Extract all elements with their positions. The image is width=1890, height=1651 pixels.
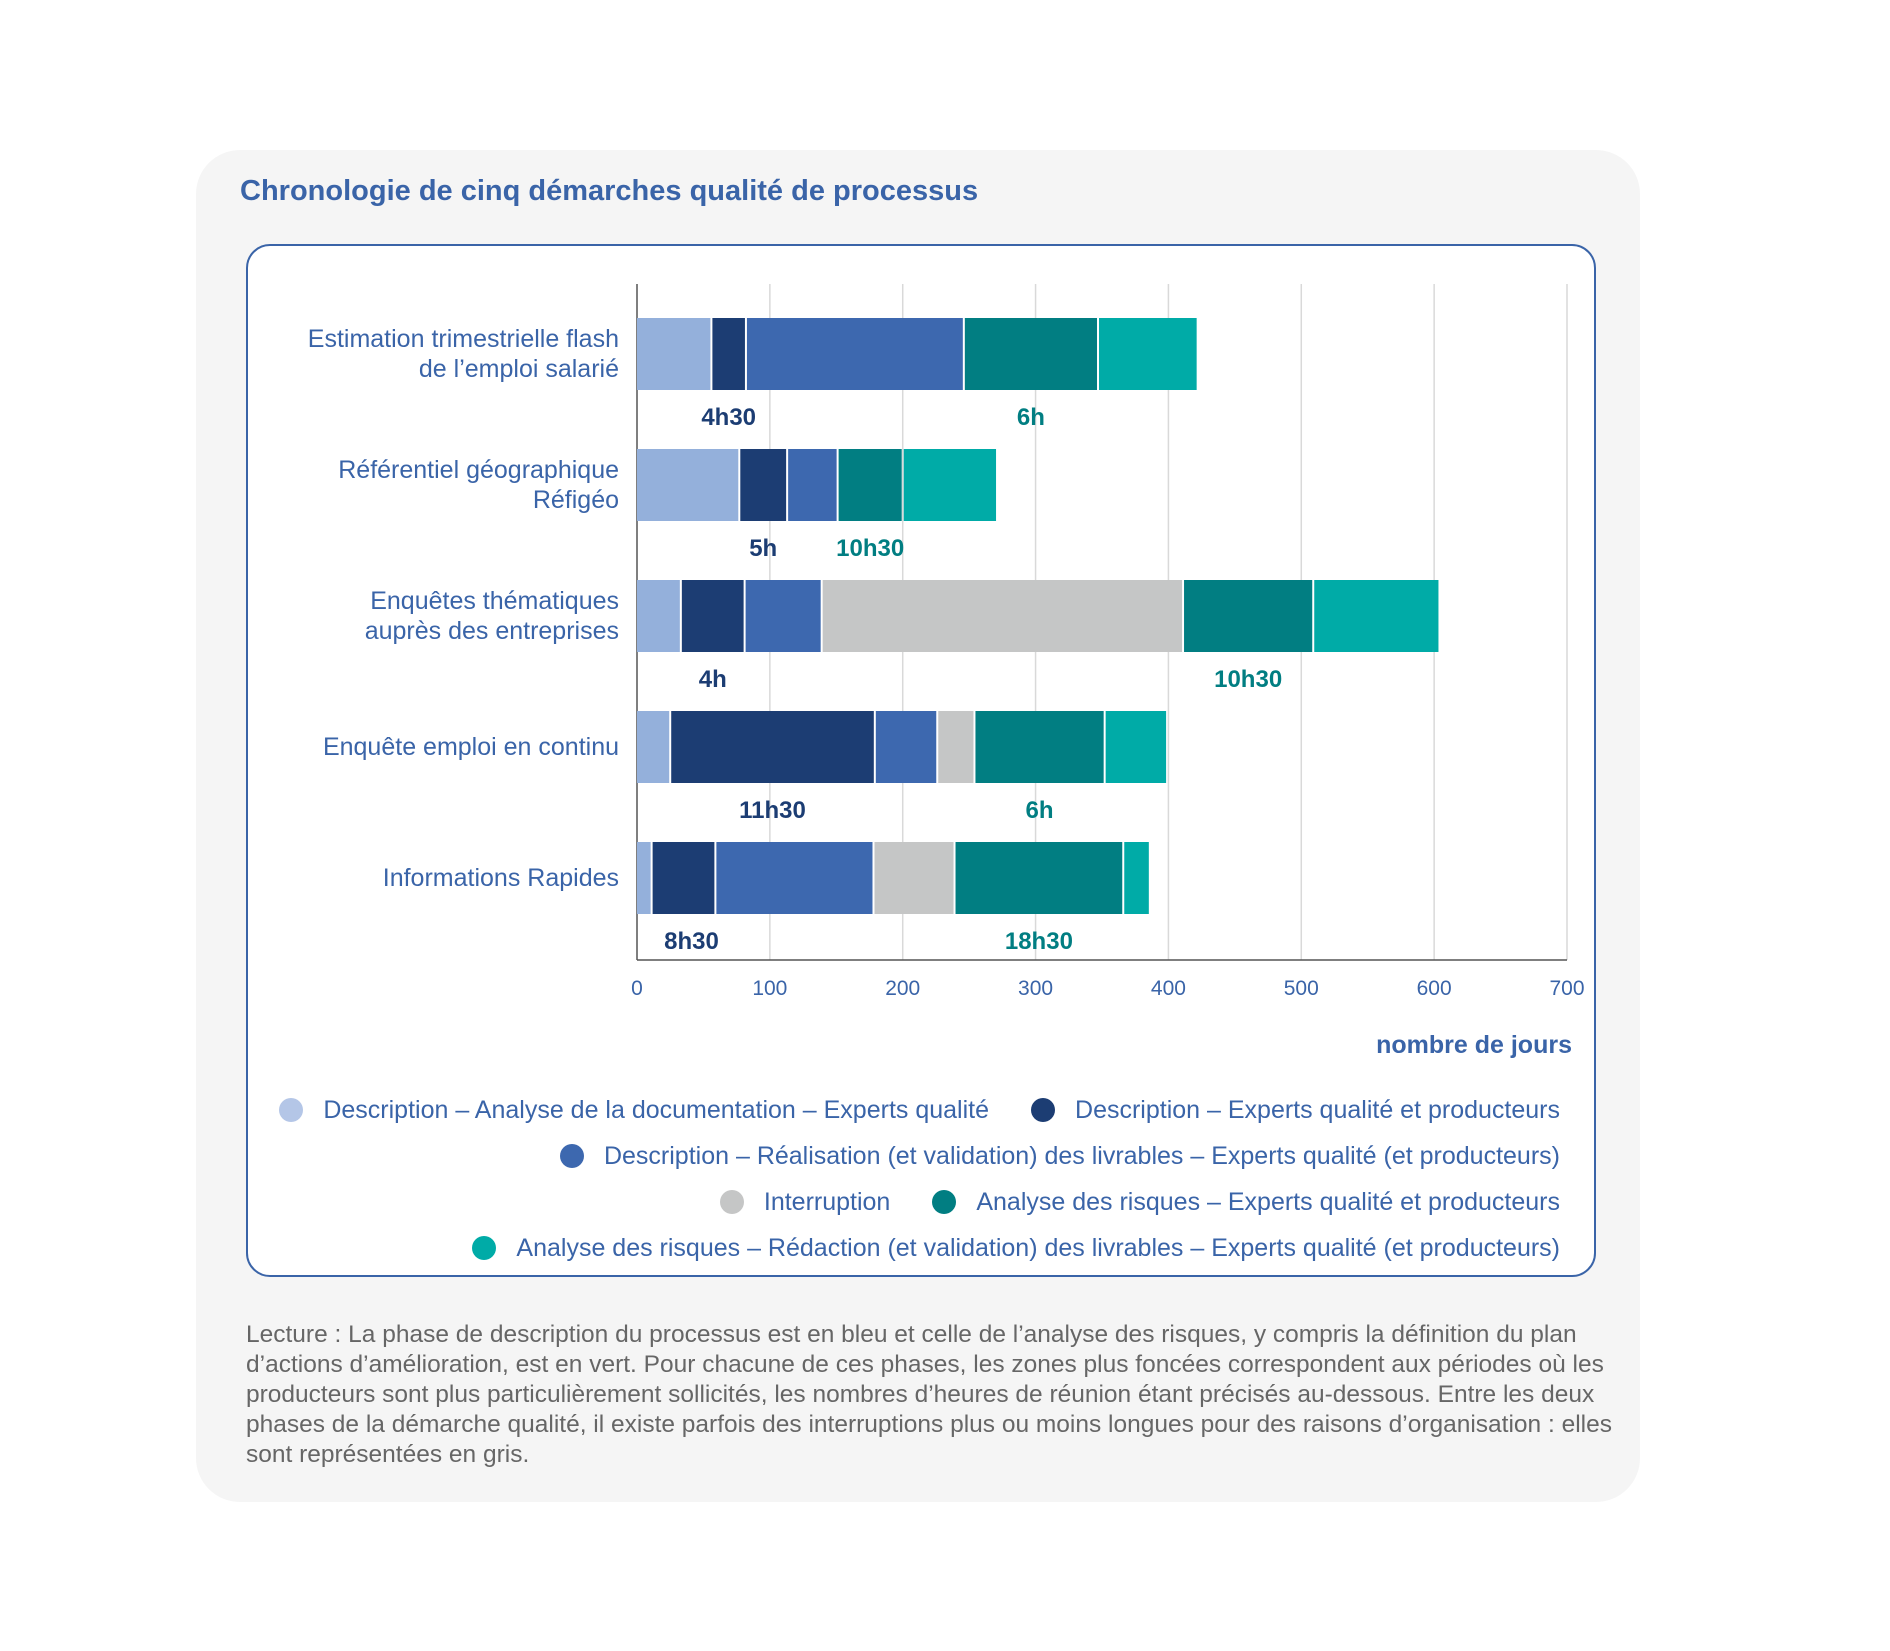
- meeting-hours-analysis: 10h30: [1214, 666, 1282, 693]
- meeting-hours-description: 8h30: [664, 928, 719, 955]
- x-tick-label: 0: [631, 977, 643, 1000]
- bar-segment: [822, 580, 1183, 652]
- bar-segment: [1184, 580, 1313, 652]
- x-tick-label: 600: [1417, 977, 1452, 1000]
- legend-swatch: [1031, 1098, 1056, 1122]
- x-tick-label: 500: [1284, 977, 1319, 1000]
- meeting-hours-analysis: 10h30: [836, 535, 904, 562]
- bar-segment: [875, 711, 937, 783]
- legend-item: Description – Experts qualité et product…: [1031, 1095, 1560, 1125]
- bar-segment: [1124, 842, 1149, 914]
- bar-segment: [637, 580, 680, 652]
- category-label: auprès des entreprises: [365, 617, 619, 645]
- legend-label: Analyse des risques – Experts qualité et…: [976, 1188, 1560, 1216]
- bar-segment: [637, 449, 739, 521]
- x-tick-label: 200: [885, 977, 920, 1000]
- meeting-hours-analysis: 6h: [1017, 404, 1045, 431]
- meeting-hours-analysis: 6h: [1026, 797, 1054, 824]
- bar-segment: [903, 449, 997, 521]
- bar-segment: [975, 711, 1104, 783]
- bar-segment: [671, 711, 874, 783]
- bar-segment: [745, 580, 821, 652]
- bar-segment: [788, 449, 837, 521]
- bar-segment: [740, 449, 787, 521]
- bar-segment: [652, 842, 715, 914]
- bar-segment: [681, 580, 744, 652]
- bar-segment: [637, 842, 651, 914]
- meeting-hours-analysis: 18h30: [1005, 928, 1073, 955]
- category-label: Estimation trimestrielle flash: [308, 325, 619, 353]
- x-tick-label: 400: [1151, 977, 1186, 1000]
- legend-item: Description – Analyse de la documentatio…: [279, 1095, 989, 1125]
- bar-segment: [712, 318, 745, 390]
- category-label: Informations Rapides: [383, 864, 619, 892]
- legend-item: Interruption: [719, 1187, 891, 1217]
- bar-segment: [874, 842, 954, 914]
- meeting-hours-description: 11h30: [739, 797, 806, 824]
- category-label: Enquêtes thématiques: [370, 587, 619, 615]
- bar-segment: [838, 449, 902, 521]
- meeting-hours-description: 4h: [699, 666, 727, 693]
- bar-segment: [964, 318, 1098, 390]
- meeting-hours-description: 5h: [749, 535, 777, 562]
- bar-segment: [637, 711, 670, 783]
- bar-segment: [1314, 580, 1439, 652]
- legend-swatch: [932, 1190, 957, 1214]
- reading-note: Lecture : La phase de description du pro…: [246, 1321, 1612, 1468]
- bar-segment: [955, 842, 1123, 914]
- legend-label: Analyse des risques – Rédaction (et vali…: [516, 1234, 1560, 1262]
- x-tick-label: 100: [752, 977, 787, 1000]
- legend-label: Description – Analyse de la documentatio…: [323, 1096, 990, 1124]
- legend-item: Analyse des risques – Experts qualité et…: [932, 1187, 1560, 1217]
- legend-label: Interruption: [763, 1188, 891, 1216]
- legend-item: Analyse des risques – Rédaction (et vali…: [472, 1233, 1560, 1263]
- legend-swatch: [559, 1144, 584, 1168]
- legend-swatch: [719, 1190, 744, 1214]
- legend-swatch: [472, 1236, 497, 1260]
- legend-label: Description – Réalisation (et validation…: [603, 1142, 1560, 1170]
- legend-label: Description – Experts qualité et product…: [1075, 1096, 1560, 1124]
- x-tick-label: 700: [1549, 977, 1584, 1000]
- bar-segment: [1105, 711, 1167, 783]
- bar-segment: [938, 711, 974, 783]
- category-label: Enquête emploi en continu: [323, 733, 619, 761]
- legend-swatch: [279, 1098, 304, 1122]
- category-label: Réfigéo: [533, 486, 619, 514]
- chart-title: Chronologie de cinq démarches qualité de…: [240, 175, 979, 207]
- category-label: de l’emploi salarié: [419, 355, 619, 383]
- legend-item: Description – Réalisation (et validation…: [559, 1141, 1560, 1171]
- bar-segment: [1099, 318, 1197, 390]
- bar-segment: [746, 318, 963, 390]
- bar-segment: [637, 318, 711, 390]
- chart-legend: Description – Analyse de la documentatio…: [260, 1095, 1560, 1263]
- category-label: Référentiel géographique: [338, 456, 619, 484]
- x-axis-title: nombre de jours: [1376, 1031, 1572, 1059]
- x-tick-label: 300: [1018, 977, 1053, 1000]
- meeting-hours-description: 4h30: [701, 404, 756, 431]
- bar-segment: [716, 842, 873, 914]
